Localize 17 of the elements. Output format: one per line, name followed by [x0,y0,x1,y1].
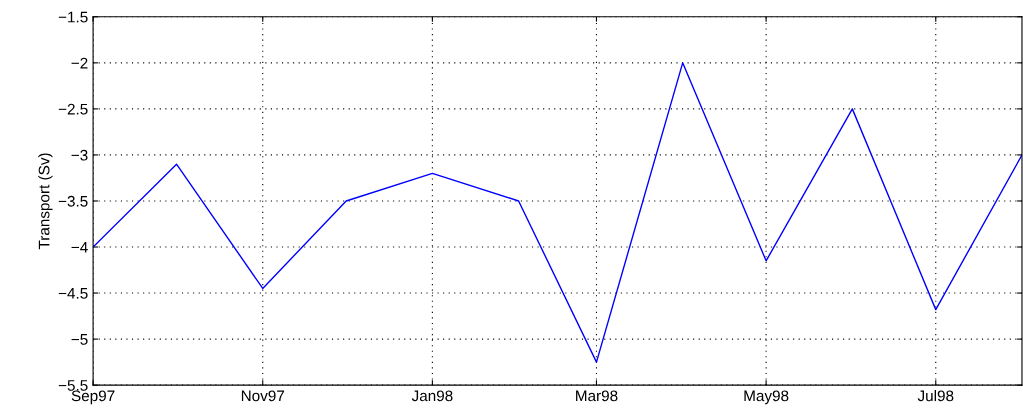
x-tick-label: Nov97 [241,390,285,402]
y-tick-label: −3 [71,149,88,161]
y-tick-label: −2 [71,57,88,69]
y-tick-label: −4.5 [58,288,88,299]
y-tick-label: −5.5 [58,380,88,391]
x-tick-label: Mar98 [576,390,618,402]
y-axis-title: Transport (Sv) [38,153,53,250]
line-series [93,62,1022,363]
x-tick-label: Jul98 [917,390,954,402]
y-tick-label: −1.5 [58,11,88,23]
y-tick-label: −5 [71,334,88,345]
y-tick-label: −3.5 [58,195,88,207]
x-tick-label: Jan98 [411,390,453,402]
y-tick-label: −2.5 [58,103,88,115]
y-tick-label: −4 [71,242,88,253]
x-tick-label: May98 [744,390,789,405]
x-tick-label: Sep97 [71,390,115,405]
